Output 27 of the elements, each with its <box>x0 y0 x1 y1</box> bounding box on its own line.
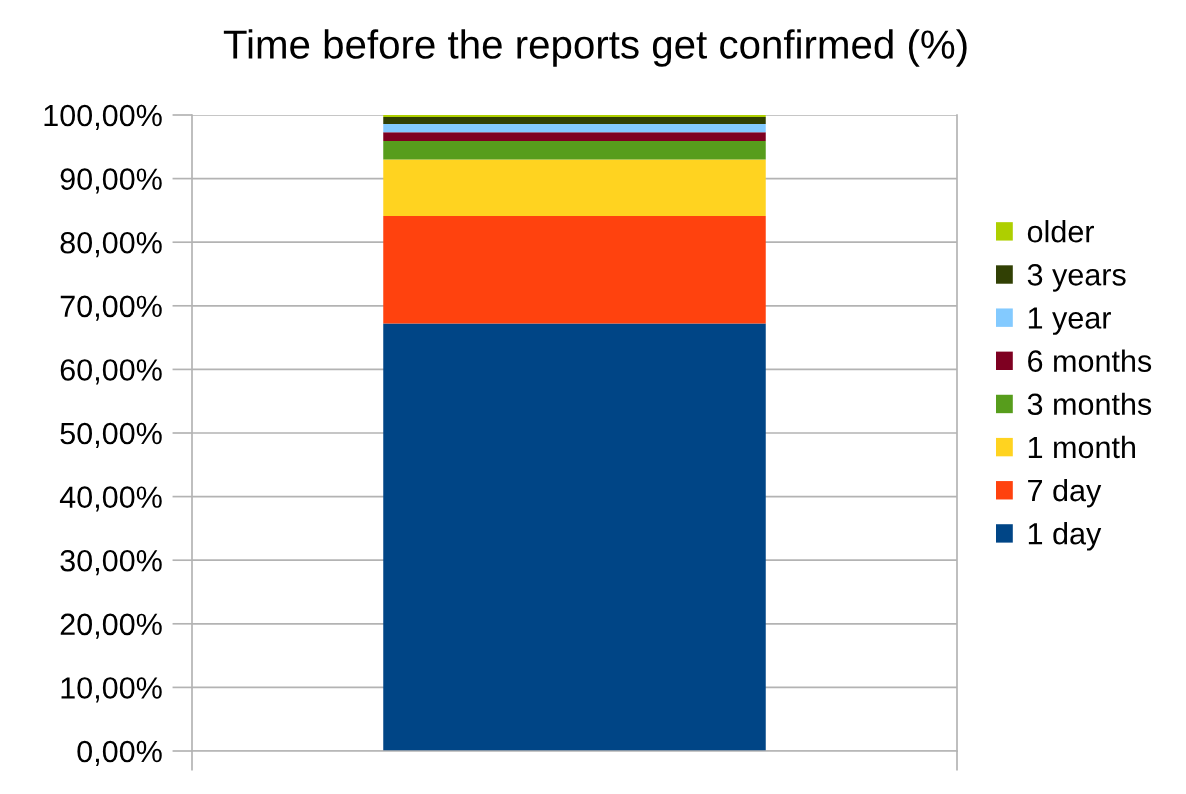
legend-label: 1 day <box>1028 522 1102 551</box>
chart-title: Time before the reports get confirmed (%) <box>223 29 967 67</box>
y-tick-label: 50,00% <box>60 422 162 448</box>
y-tick-label: 0,00% <box>77 740 162 766</box>
bar <box>383 216 766 324</box>
bar <box>383 132 766 142</box>
y-tick-label: 40,00% <box>59 486 162 512</box>
y-tick-label: 70,00% <box>60 295 162 321</box>
y-tick-label: 60,00% <box>60 359 162 385</box>
legend-label: 7 day <box>1028 478 1102 508</box>
y-tick-label: 20,00% <box>60 613 162 639</box>
legend-label: 6 months <box>1028 349 1152 372</box>
legend-label: 3 months <box>1027 392 1152 416</box>
bar <box>383 116 766 124</box>
y-tick-label: 80,00% <box>60 231 162 258</box>
y-tick-label: 100,00% <box>44 104 162 130</box>
legend-label: older <box>1027 220 1094 243</box>
y-tick-label: 90,00% <box>60 168 162 194</box>
legend-label: 3 years <box>1027 263 1126 292</box>
y-tick-label: 30,00% <box>60 549 162 576</box>
bar <box>383 159 766 217</box>
y-tick-label: 10,00% <box>61 677 162 703</box>
bar <box>383 141 766 160</box>
bar <box>383 323 766 751</box>
bar <box>383 123 766 133</box>
legend-label: 1 month <box>1028 435 1135 459</box>
legend-label: 1 year <box>1028 307 1111 335</box>
